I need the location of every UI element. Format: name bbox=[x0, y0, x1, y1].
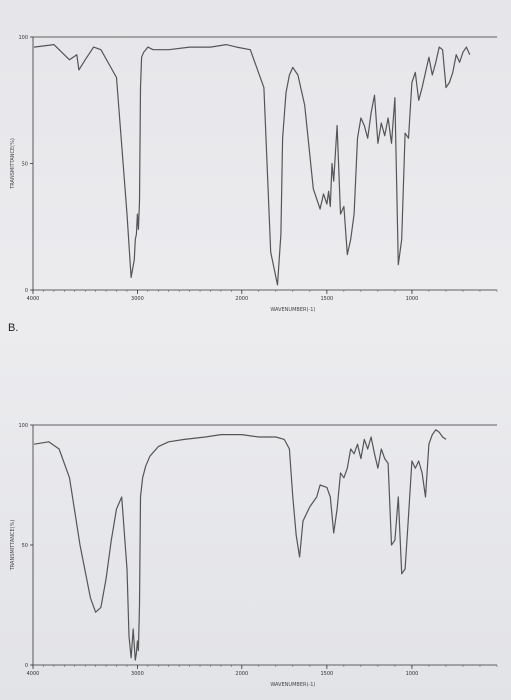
x-tick-label-0-0: 4000 bbox=[27, 296, 40, 302]
x-tick-label-1-0: 4000 bbox=[27, 671, 40, 677]
panel-b-label: B. bbox=[8, 322, 19, 334]
x-tick-label-1-4: 1000 bbox=[406, 671, 419, 677]
x-tick-label-1-1: 3000 bbox=[131, 671, 144, 677]
x-axis-label-1: WAVENUMBER(-1) bbox=[270, 682, 315, 688]
y-tick-label-0-1: 50 bbox=[22, 162, 28, 168]
y-axis-label-1: TRANSMITTANCE(%) bbox=[10, 520, 16, 572]
x-tick-label-1-3: 1500 bbox=[320, 671, 333, 677]
y-tick-label-0-2: 100 bbox=[18, 35, 28, 41]
y-tick-label-0-0: 0 bbox=[25, 288, 28, 294]
y-axis-label-0: TRANSMITTANCE(%) bbox=[10, 138, 16, 190]
spectrum-line-1-0 bbox=[33, 429, 447, 661]
y-tick-label-1-1: 50 bbox=[22, 543, 28, 549]
x-tick-label-0-2: 2000 bbox=[235, 296, 248, 302]
y-tick-label-1-0: 0 bbox=[25, 663, 28, 669]
y-tick-label-1-2: 100 bbox=[18, 423, 28, 429]
x-tick-label-0-3: 1500 bbox=[320, 296, 333, 302]
x-tick-label-1-2: 2000 bbox=[235, 671, 248, 677]
x-tick-label-0-1: 3000 bbox=[131, 296, 144, 302]
spectrum-line-0-0 bbox=[33, 44, 471, 286]
x-tick-label-0-4: 1000 bbox=[406, 296, 419, 302]
x-axis-label-0: WAVENUMBER(-1) bbox=[270, 307, 315, 313]
